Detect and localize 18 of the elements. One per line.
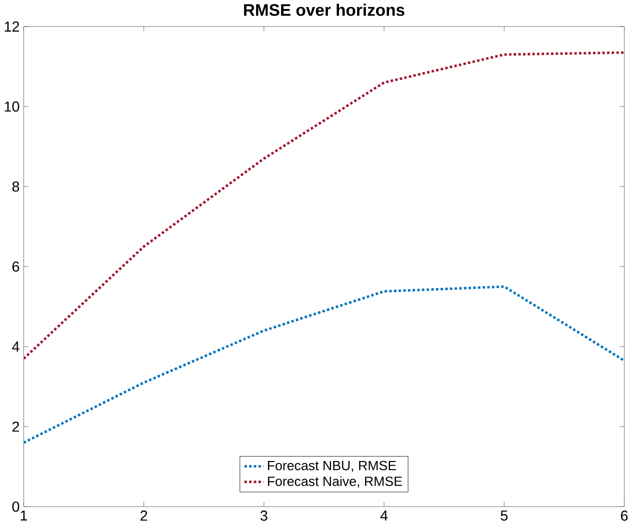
legend-label: Forecast Naive, RMSE (268, 476, 402, 488)
x-tick-label: 1 (20, 510, 28, 521)
x-tick-label: 2 (140, 510, 148, 521)
y-tick-label: 4 (12, 342, 20, 352)
line-series (24, 286, 624, 444)
x-tick-label: 3 (260, 510, 268, 522)
y-tick-label: 12 (4, 22, 20, 32)
chart-title: RMSE over horizons (244, 4, 404, 16)
y-tick-label: 6 (12, 262, 20, 272)
legend-label: Forecast NBU, RMSE (268, 461, 396, 472)
y-tick-label: 8 (12, 182, 20, 192)
x-tick-label: 5 (500, 510, 508, 521)
line-series (24, 52, 624, 360)
y-tick-label: 2 (12, 422, 20, 432)
x-tick-label: 4 (380, 510, 388, 521)
y-tick-label: 10 (4, 102, 20, 112)
y-tick-label: 0 (12, 502, 20, 512)
x-tick-label: 6 (621, 510, 628, 522)
